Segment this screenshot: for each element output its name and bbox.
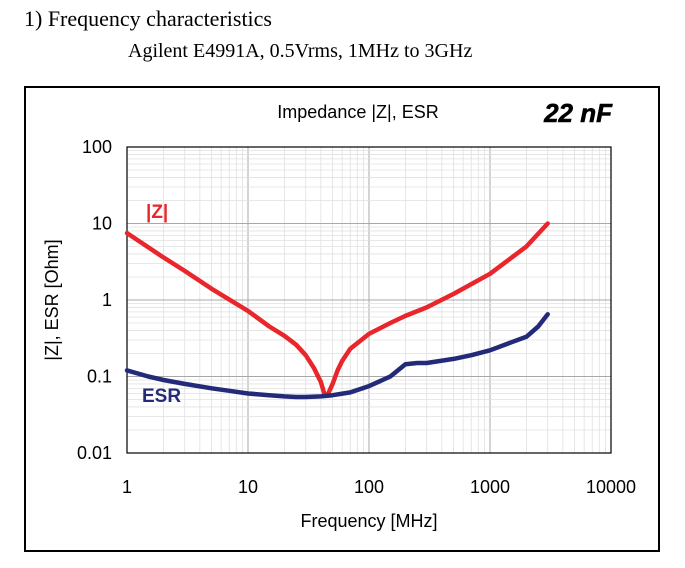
y-tick-label: 100 — [82, 137, 112, 157]
y-tick-label: 1 — [102, 290, 112, 310]
chart-frame — [24, 86, 660, 552]
measurement-conditions: Agilent E4991A, 0.5Vrms, 1MHz to 3GHz — [128, 40, 473, 62]
x-axis-label: Frequency [MHz] — [300, 511, 437, 531]
esr-series-label: ESR — [142, 386, 181, 407]
y-tick-label: 10 — [92, 214, 112, 234]
y-axis-label: |Z|, ESR [Ohm] — [42, 239, 62, 360]
esr-series-line — [124, 312, 550, 400]
y-tick-label: 0.1 — [87, 367, 112, 387]
z-series-label: |Z| — [146, 202, 168, 223]
x-tick-label: 1000 — [470, 477, 510, 497]
plot-area-border — [126, 146, 612, 454]
x-tick-label: 10 — [238, 477, 258, 497]
chart-title: Impedance |Z|, ESR — [277, 102, 438, 122]
x-tick-label: 1 — [122, 477, 132, 497]
capacitance-badge: 22 nF — [543, 98, 613, 128]
grid — [127, 147, 611, 453]
x-tick-label: 10000 — [586, 477, 636, 497]
x-tick-label: 100 — [354, 477, 384, 497]
section-heading: 1) Frequency characteristics — [24, 6, 272, 31]
y-tick-label: 0.01 — [77, 443, 112, 463]
